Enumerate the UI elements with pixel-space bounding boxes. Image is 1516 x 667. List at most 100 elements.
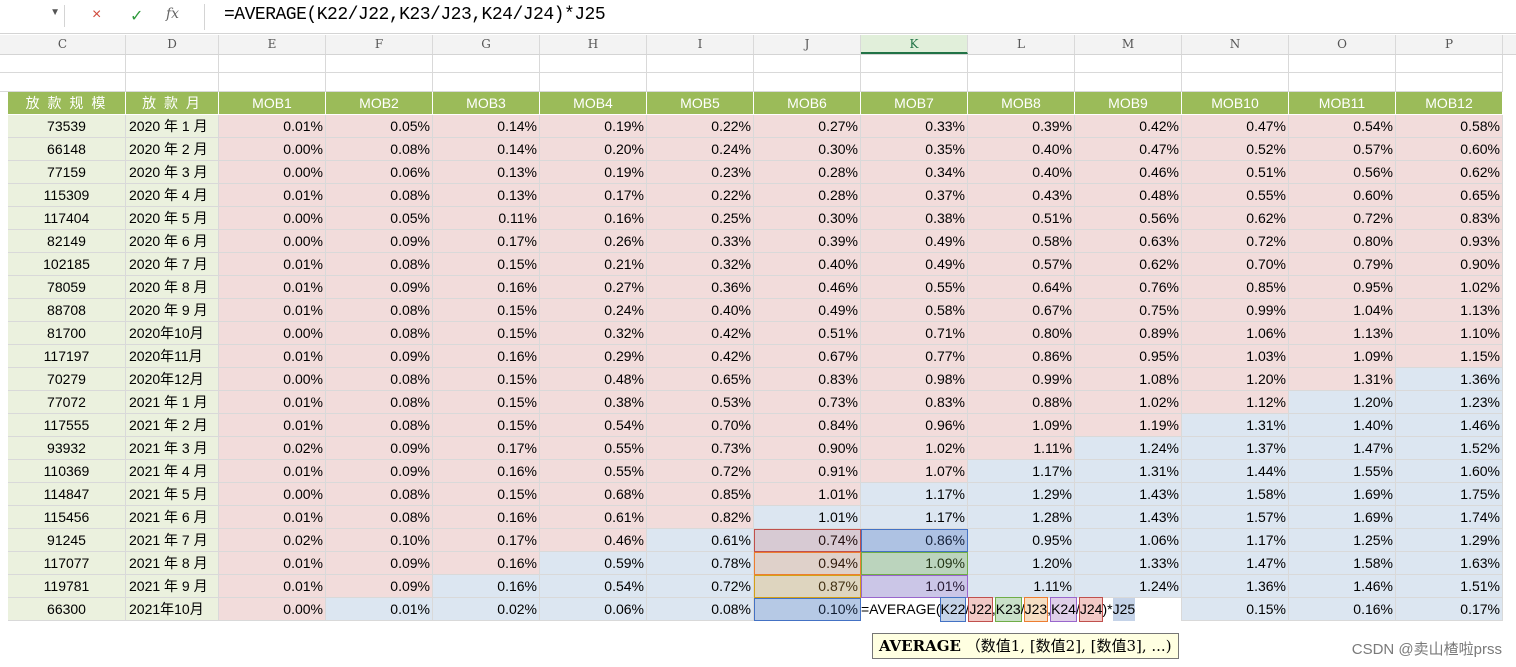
rate-cell[interactable]: 1.04% [1289,299,1396,322]
rate-cell[interactable]: 0.29% [540,345,647,368]
rate-cell[interactable]: 0.70% [1182,253,1289,276]
empty-cell[interactable] [326,55,433,73]
rate-cell[interactable]: 0.82% [647,506,754,529]
rate-cell[interactable]: 0.54% [540,575,647,598]
rate-cell[interactable]: 0.16% [433,345,540,368]
rate-cell[interactable]: 0.06% [326,161,433,184]
rate-cell[interactable]: 0.01% [219,299,326,322]
empty-cell[interactable] [754,55,861,73]
rate-cell[interactable]: 0.19% [540,115,647,138]
rate-cell[interactable]: 1.40% [1289,414,1396,437]
rate-cell[interactable]: 1.58% [1182,483,1289,506]
rate-cell[interactable]: 0.55% [540,460,647,483]
column-header-g[interactable]: G [433,35,540,54]
rate-cell[interactable]: 1.29% [1396,529,1503,552]
rate-cell[interactable]: 0.08% [326,138,433,161]
amount-cell[interactable]: 81700 [8,322,126,345]
rate-cell[interactable]: 1.57% [1182,506,1289,529]
amount-cell[interactable]: 115456 [8,506,126,529]
amount-cell[interactable]: 70279 [8,368,126,391]
rate-cell[interactable]: 0.49% [861,253,968,276]
month-cell[interactable]: 2021 年 6 月 [126,506,219,529]
rate-cell[interactable]: 1.11% [968,575,1075,598]
rate-cell[interactable]: 0.26% [540,230,647,253]
rate-cell[interactable]: 0.83% [1396,207,1503,230]
rate-cell[interactable]: 1.06% [1075,529,1182,552]
month-cell[interactable]: 2020年11月 [126,345,219,368]
rate-cell[interactable]: 0.40% [754,253,861,276]
amount-cell[interactable]: 117197 [8,345,126,368]
rate-cell[interactable]: 0.40% [647,299,754,322]
rate-cell[interactable]: 1.47% [1289,437,1396,460]
rate-cell[interactable]: 0.00% [219,230,326,253]
name-box[interactable]: ▼ [2,5,65,27]
rate-cell[interactable]: 1.24% [1075,575,1182,598]
rate-cell[interactable]: 0.60% [1396,138,1503,161]
rate-cell[interactable]: 1.36% [1396,368,1503,391]
rate-cell[interactable]: 1.44% [1182,460,1289,483]
column-header-m[interactable]: M [1075,35,1182,54]
rate-cell[interactable]: 0.17% [433,437,540,460]
rate-cell[interactable]: 0.72% [647,460,754,483]
rate-cell[interactable]: 0.62% [1075,253,1182,276]
rate-cell[interactable]: 0.09% [326,276,433,299]
rate-cell[interactable]: 1.01% [754,506,861,529]
rate-cell[interactable]: 0.90% [1396,253,1503,276]
rate-cell[interactable]: 0.95% [968,529,1075,552]
rate-cell[interactable]: 0.46% [540,529,647,552]
rate-cell[interactable]: 1.63% [1396,552,1503,575]
rate-cell[interactable]: 0.08% [326,483,433,506]
rate-cell[interactable]: 0.15% [433,368,540,391]
rate-cell[interactable]: 0.14% [433,138,540,161]
month-cell[interactable]: 2020 年 5 月 [126,207,219,230]
rate-cell[interactable]: 1.60% [1396,460,1503,483]
rate-cell[interactable]: 0.22% [647,115,754,138]
amount-cell[interactable]: 117404 [8,207,126,230]
rate-cell[interactable]: 1.46% [1396,414,1503,437]
rate-cell[interactable]: 0.09% [326,460,433,483]
rate-cell[interactable]: 0.62% [1396,161,1503,184]
cancel-icon[interactable]: × [92,6,102,23]
table-header-cell[interactable]: MOB4 [540,92,647,115]
empty-cell[interactable] [433,73,540,92]
month-cell[interactable]: 2020 年 8 月 [126,276,219,299]
rate-cell[interactable]: 0.09% [326,230,433,253]
empty-cell[interactable] [968,55,1075,73]
rate-cell[interactable]: 0.33% [861,115,968,138]
amount-cell[interactable]: 66148 [8,138,126,161]
empty-cell[interactable] [540,55,647,73]
rate-cell[interactable]: 0.38% [540,391,647,414]
rate-cell[interactable]: 1.75% [1396,483,1503,506]
rate-cell[interactable]: 0.15% [433,253,540,276]
rate-cell[interactable]: 0.08% [326,253,433,276]
rate-cell[interactable]: 1.17% [968,460,1075,483]
rate-cell[interactable]: 0.02% [219,437,326,460]
rate-cell[interactable]: 0.10% [326,529,433,552]
rate-cell[interactable]: 0.39% [754,230,861,253]
rate-cell[interactable]: 1.17% [861,483,968,506]
rate-cell[interactable]: 0.00% [219,207,326,230]
table-header-cell[interactable]: MOB2 [326,92,433,115]
rate-cell[interactable]: 0.90% [754,437,861,460]
rate-cell[interactable]: 0.21% [540,253,647,276]
table-header-cell[interactable]: MOB12 [1396,92,1503,115]
rate-cell[interactable]: 0.01% [219,115,326,138]
month-cell[interactable]: 2021 年 1 月 [126,391,219,414]
rate-cell[interactable]: 0.17% [1396,598,1503,621]
rate-cell[interactable]: 0.61% [540,506,647,529]
rate-cell[interactable]: 0.16% [433,276,540,299]
rate-cell[interactable]: 0.00% [219,598,326,621]
empty-cell[interactable] [861,73,968,92]
rate-cell[interactable]: 0.99% [968,368,1075,391]
rate-cell[interactable]: 0.32% [540,322,647,345]
column-header-h[interactable]: H [540,35,647,54]
rate-cell[interactable]: 0.94% [754,552,861,575]
rate-cell[interactable]: 0.65% [1396,184,1503,207]
rate-cell[interactable]: 0.00% [219,138,326,161]
rate-cell[interactable]: 0.87% [754,575,861,598]
rate-cell[interactable]: 0.46% [754,276,861,299]
table-header-cell[interactable]: MOB8 [968,92,1075,115]
rate-cell[interactable]: 0.34% [861,161,968,184]
rate-cell[interactable]: 1.23% [1396,391,1503,414]
rate-cell[interactable]: 0.79% [1289,253,1396,276]
